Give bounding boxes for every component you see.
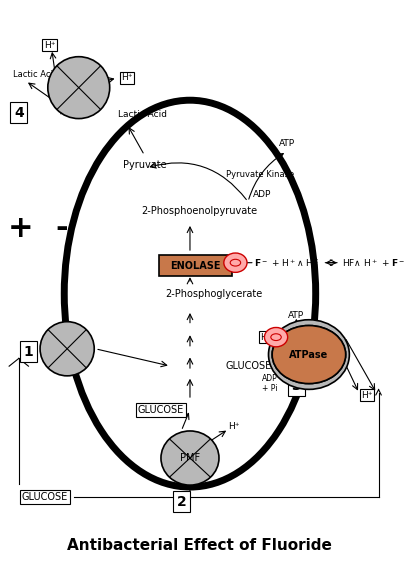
- Ellipse shape: [272, 325, 346, 384]
- Text: H⁺: H⁺: [361, 390, 373, 399]
- Text: 2-Phosphoglycerate: 2-Phosphoglycerate: [166, 289, 263, 299]
- Text: PMF: PMF: [180, 453, 200, 463]
- Text: ADP: ADP: [253, 189, 272, 198]
- Text: 3: 3: [291, 379, 301, 393]
- Text: ADP
+ Pi: ADP + Pi: [262, 374, 278, 393]
- Text: ATP: ATP: [279, 139, 295, 148]
- Text: 1: 1: [23, 345, 33, 359]
- Text: H⁺: H⁺: [228, 421, 239, 431]
- Text: GLUCOSE-6-P: GLUCOSE-6-P: [226, 361, 291, 371]
- Text: H⁺: H⁺: [121, 73, 133, 82]
- Ellipse shape: [224, 253, 247, 272]
- Text: Pyruvate Kinase: Pyruvate Kinase: [226, 170, 295, 179]
- Ellipse shape: [272, 325, 346, 384]
- Text: ATP: ATP: [288, 311, 305, 320]
- Ellipse shape: [161, 431, 219, 485]
- Ellipse shape: [40, 321, 94, 376]
- Text: H⁺: H⁺: [44, 41, 55, 50]
- Text: 2: 2: [176, 494, 186, 508]
- Text: ATPase: ATPase: [289, 350, 328, 359]
- Text: GLUCOSE: GLUCOSE: [138, 405, 184, 415]
- Text: ENOLASE: ENOLASE: [170, 260, 221, 271]
- Text: +: +: [8, 214, 34, 244]
- FancyBboxPatch shape: [159, 255, 231, 276]
- Text: 2-Phosphoenolpyruvate: 2-Phosphoenolpyruvate: [141, 206, 258, 216]
- Text: H⁺: H⁺: [261, 333, 272, 342]
- Text: HF$\wedge$ H$^+$ + $\mathbf{F}^-$: HF$\wedge$ H$^+$ + $\mathbf{F}^-$: [342, 257, 406, 268]
- Text: Lactic Acid: Lactic Acid: [13, 69, 58, 79]
- Text: -: -: [55, 214, 68, 244]
- Text: Lactic Acid: Lactic Acid: [118, 110, 167, 119]
- Ellipse shape: [264, 328, 288, 347]
- Text: $\mathbf{F}^-$ + H$^+$$\wedge$ HF: $\mathbf{F}^-$ + H$^+$$\wedge$ HF: [254, 257, 319, 268]
- Ellipse shape: [268, 320, 349, 389]
- Text: GLUCOSE: GLUCOSE: [22, 492, 68, 502]
- Ellipse shape: [48, 56, 110, 119]
- Text: 4: 4: [14, 106, 24, 120]
- Text: Antibacterial Effect of Fluoride: Antibacterial Effect of Fluoride: [67, 538, 332, 553]
- Text: Pyruvate: Pyruvate: [123, 160, 166, 170]
